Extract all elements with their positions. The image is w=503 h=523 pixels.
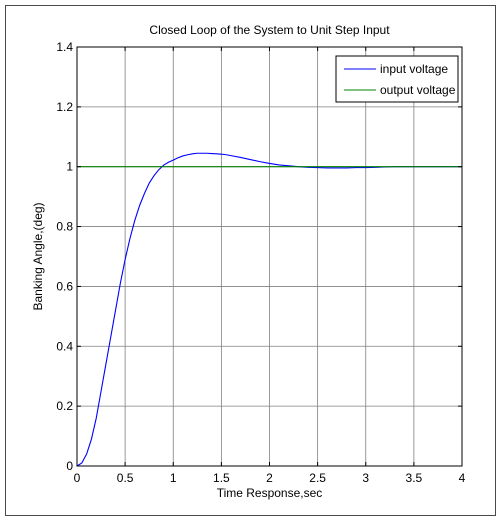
x-tick-label: 3.5 — [406, 471, 423, 485]
legend: input voltage output voltage — [335, 55, 459, 103]
figure-frame: 0 0.5 1 1.5 2 2.5 3 3.5 4 0 0.2 0.4 0.6 0.8 1 1.2 1.4 Cl… — [5, 5, 496, 516]
y-tick-label: 0.2 — [56, 399, 73, 413]
series-layer — [76, 152, 462, 467]
x-tick-label: 0.5 — [117, 471, 134, 485]
series-line-input-voltage — [76, 152, 462, 467]
legend-label-output-voltage: output voltage — [380, 83, 456, 97]
y-tick-label: 1.2 — [56, 100, 73, 114]
x-tick-label: 4 — [459, 471, 466, 485]
x-tick-label: 2 — [266, 471, 273, 485]
x-tick-label: 1.5 — [213, 471, 230, 485]
x-tick-label: 3 — [362, 471, 369, 485]
legend-label-input-voltage: input voltage — [380, 62, 448, 76]
y-tick-label: 1.4 — [56, 40, 73, 54]
tick-layer: 0 0.5 1 1.5 2 2.5 3 3.5 4 0 0.2 0.4 0.6 0.8 1 1.2 1.4 — [56, 40, 465, 485]
y-tick-label: 0.8 — [56, 220, 73, 234]
x-tick-label: 0 — [74, 471, 81, 485]
chart-title: Closed Loop of the System to Unit Step I… — [149, 23, 390, 37]
x-tick-label: 1 — [170, 471, 177, 485]
chart-svg: 0 0.5 1 1.5 2 2.5 3 3.5 4 0 0.2 0.4 0.6 0.8 1 1.2 1.4 Cl… — [31, 23, 466, 500]
x-tick-label: 2.5 — [309, 471, 326, 485]
legend-box — [335, 55, 459, 103]
y-tick-label: 0 — [66, 459, 73, 473]
y-tick-label: 1 — [66, 160, 73, 174]
y-tick-label: 0.4 — [56, 339, 73, 353]
x-axis-label: Time Response,sec — [217, 486, 323, 500]
y-axis-label: Banking Angle,(deg) — [31, 202, 45, 310]
y-tick-label: 0.6 — [56, 279, 73, 293]
grid-lines — [77, 47, 462, 466]
